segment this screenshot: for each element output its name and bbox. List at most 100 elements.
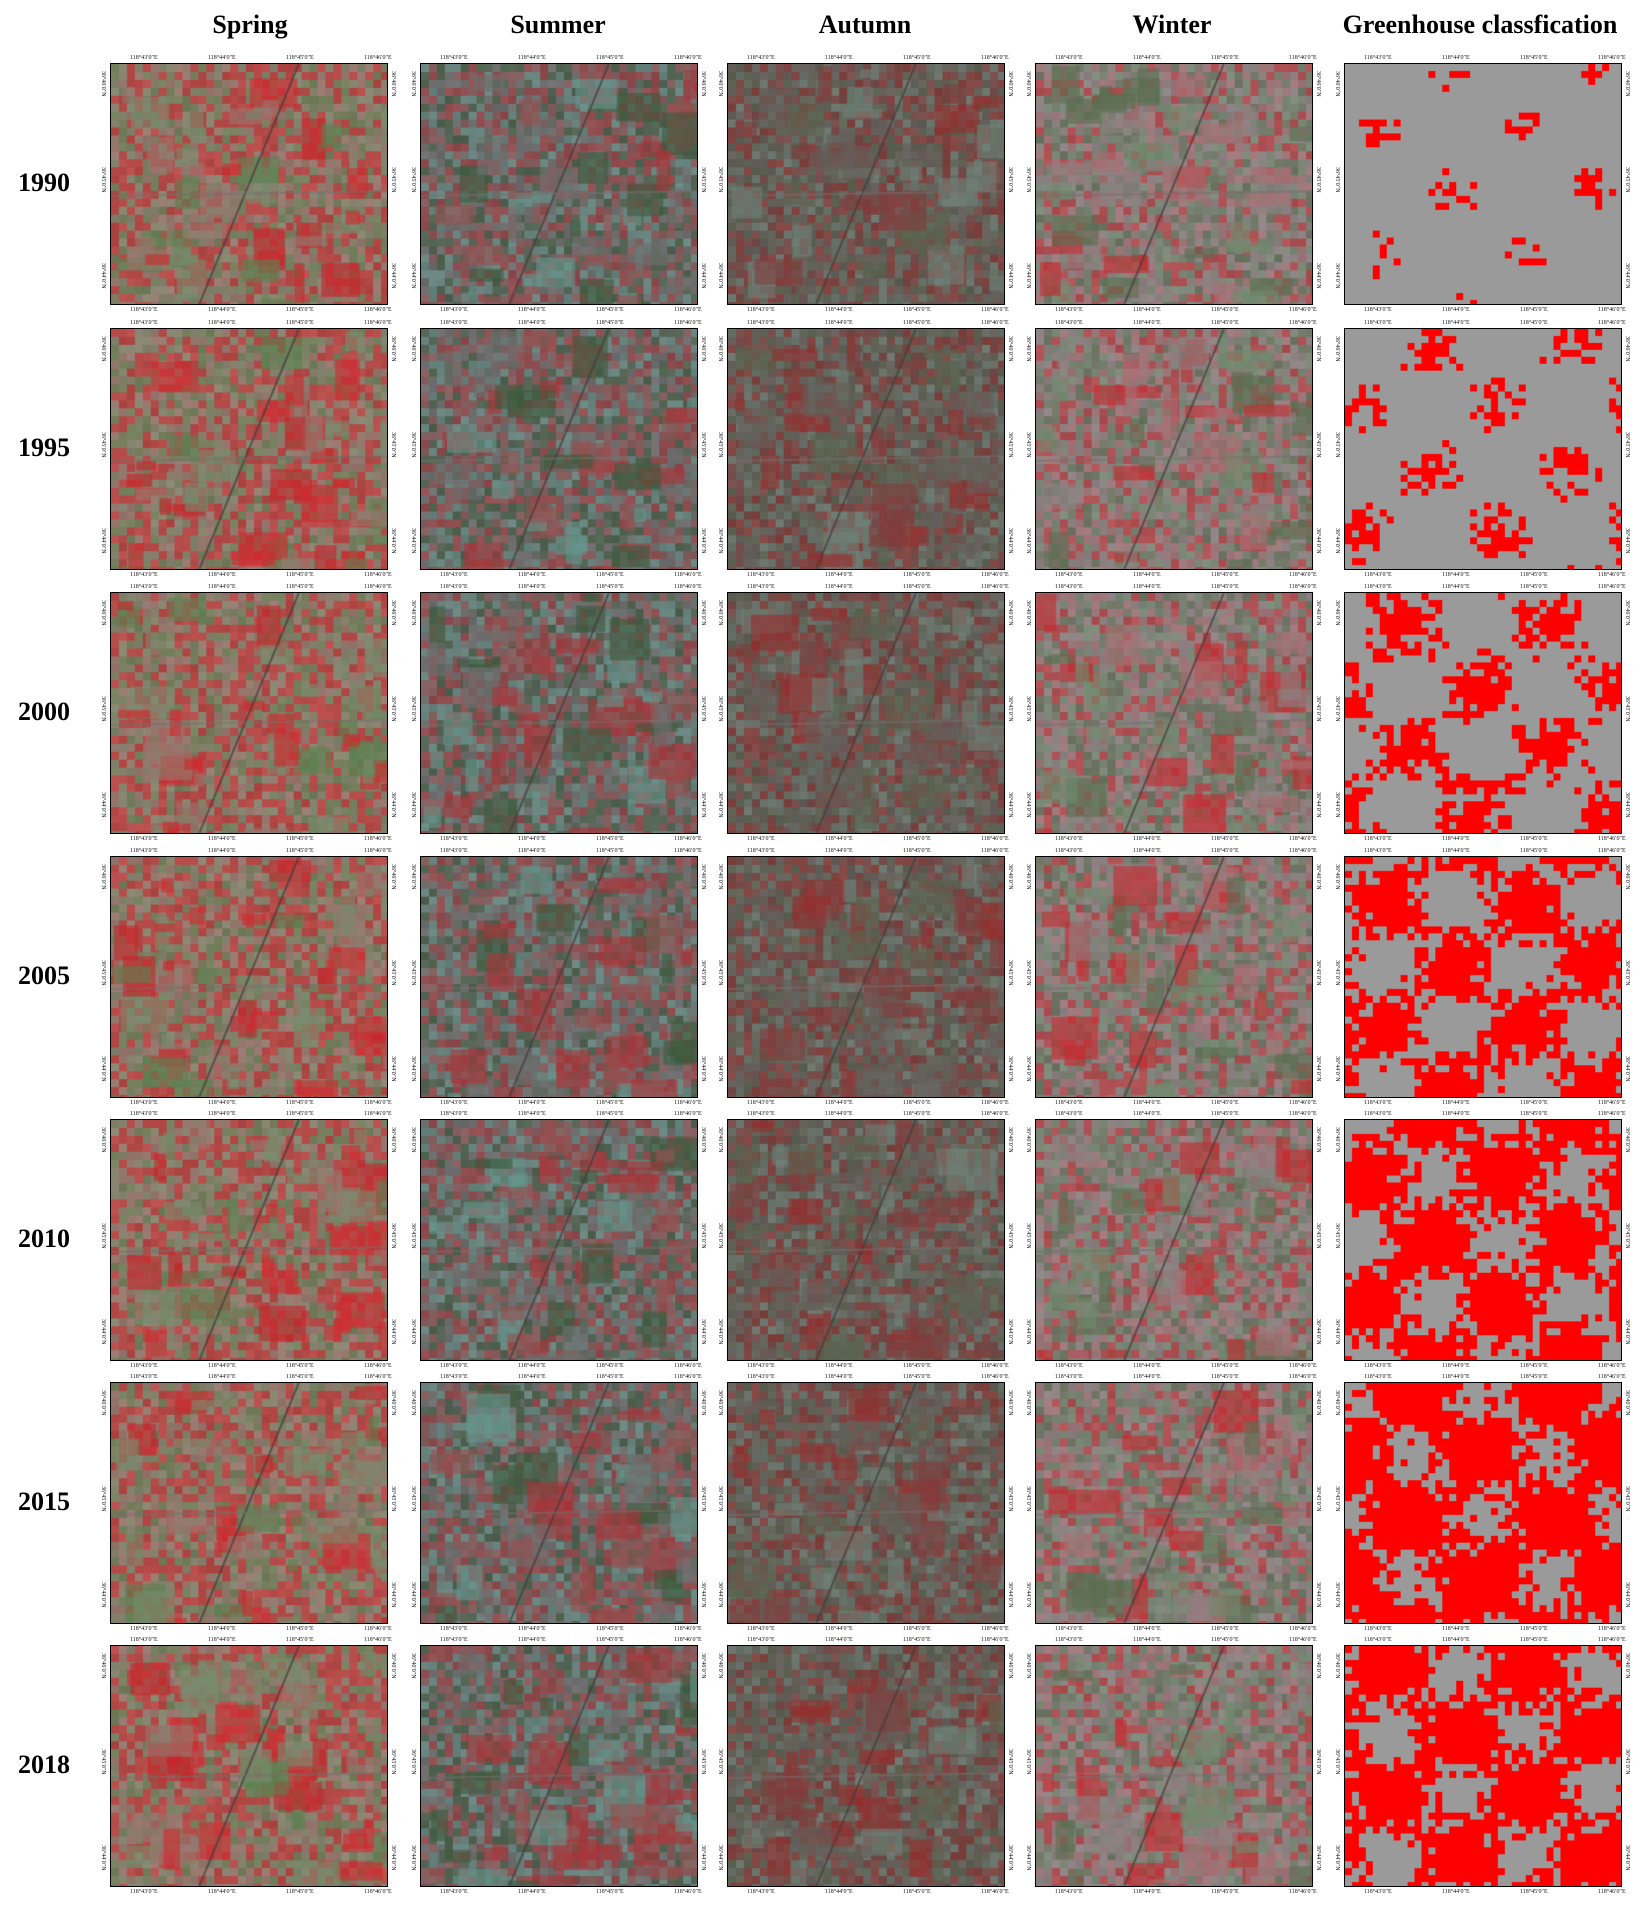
latitude-tick-label: 36°46′0″N — [410, 864, 416, 890]
latitude-tick-label: 36°45′0″N — [410, 432, 416, 458]
latitude-tick-label: 36°45′0″N — [1025, 167, 1031, 193]
longitude-tick-label: 118°46′0″E — [1289, 1374, 1317, 1380]
longitude-tick-label: 118°43′0″E — [1364, 1374, 1392, 1380]
latitude-tick-label: 36°45′0″N — [1025, 960, 1031, 986]
longitude-tick-label: 118°46′0″E — [1289, 572, 1317, 578]
latitude-tick-label: 36°45′0″N — [700, 696, 706, 722]
longitude-tick-label: 118°46′0″E — [981, 307, 1009, 313]
longitude-tick-label: 118°43′0″E — [747, 572, 775, 578]
latitude-tick-label: 36°46′0″N — [1025, 600, 1031, 626]
satellite-image-panel — [727, 1119, 1005, 1361]
latitude-tick-label: 36°46′0″N — [100, 864, 106, 890]
longitude-tick-label: 118°44′0″E — [518, 848, 546, 854]
latitude-tick-label: 36°46′0″N — [1025, 1653, 1031, 1679]
longitude-tick-label: 118°45′0″E — [903, 1111, 931, 1117]
longitude-tick-label: 118°45′0″E — [1520, 1889, 1548, 1895]
longitude-tick-label: 118°46′0″E — [1598, 584, 1626, 590]
latitude-tick-label: 36°45′0″N — [1025, 1486, 1031, 1512]
longitude-tick-label: 118°46′0″E — [674, 55, 702, 61]
longitude-tick-label: 118°46′0″E — [364, 572, 392, 578]
longitude-tick-label: 118°45′0″E — [903, 55, 931, 61]
longitude-tick-label: 118°44′0″E — [1133, 307, 1161, 313]
latitude-tick-label: 36°46′0″N — [100, 600, 106, 626]
latitude-tick-label: 36°44′0″N — [1334, 1056, 1340, 1082]
greenhouse-map-panel — [1344, 592, 1622, 834]
longitude-tick-label: 118°46′0″E — [1598, 1626, 1626, 1632]
latitude-tick-label: 36°45′0″N — [1624, 696, 1630, 722]
column-header-1: Summer — [510, 10, 606, 39]
latitude-tick-label: 36°45′0″N — [1007, 1486, 1013, 1512]
latitude-tick-label: 36°44′0″N — [1025, 1319, 1031, 1345]
greenhouse-map-panel — [1344, 1382, 1622, 1624]
longitude-tick-label: 118°44′0″E — [208, 584, 236, 590]
longitude-tick-label: 118°46′0″E — [1598, 307, 1626, 313]
column-header-3: Winter — [1132, 10, 1212, 39]
longitude-tick-label: 118°46′0″E — [981, 1626, 1009, 1632]
longitude-tick-label: 118°44′0″E — [825, 55, 853, 61]
longitude-tick-label: 118°44′0″E — [1133, 1374, 1161, 1380]
latitude-tick-label: 36°46′0″N — [410, 1127, 416, 1153]
longitude-tick-label: 118°43′0″E — [440, 1111, 468, 1117]
longitude-tick-label: 118°44′0″E — [825, 836, 853, 842]
longitude-tick-label: 118°45′0″E — [286, 1637, 314, 1643]
longitude-tick-label: 118°43′0″E — [1055, 584, 1083, 590]
satellite-image-panel — [1035, 1645, 1313, 1887]
latitude-tick-label: 36°45′0″N — [717, 696, 723, 722]
longitude-tick-label: 118°43′0″E — [1364, 1100, 1392, 1106]
column-header-2: Autumn — [818, 10, 912, 39]
latitude-tick-label: 36°46′0″N — [1315, 71, 1321, 97]
longitude-tick-label: 118°43′0″E — [1055, 836, 1083, 842]
longitude-tick-label: 118°46′0″E — [364, 320, 392, 326]
longitude-tick-label: 118°43′0″E — [1364, 1889, 1392, 1895]
longitude-tick-label: 118°45′0″E — [903, 1889, 931, 1895]
longitude-tick-label: 118°43′0″E — [1364, 307, 1392, 313]
longitude-tick-label: 118°45′0″E — [596, 1374, 624, 1380]
latitude-tick-label: 36°46′0″N — [100, 71, 106, 97]
latitude-tick-label: 36°46′0″N — [700, 1653, 706, 1679]
latitude-tick-label: 36°46′0″N — [1007, 71, 1013, 97]
longitude-tick-label: 118°43′0″E — [747, 1889, 775, 1895]
longitude-tick-label: 118°45′0″E — [286, 1626, 314, 1632]
longitude-tick-label: 118°44′0″E — [1133, 836, 1161, 842]
latitude-tick-label: 36°46′0″N — [1315, 600, 1321, 626]
longitude-tick-label: 118°43′0″E — [130, 320, 158, 326]
longitude-tick-label: 118°44′0″E — [518, 307, 546, 313]
latitude-tick-label: 36°46′0″N — [700, 1127, 706, 1153]
longitude-tick-label: 118°44′0″E — [208, 1374, 236, 1380]
latitude-tick-label: 36°44′0″N — [1624, 1845, 1630, 1871]
latitude-tick-label: 36°44′0″N — [1007, 1582, 1013, 1608]
longitude-tick-label: 118°46′0″E — [1289, 1111, 1317, 1117]
longitude-tick-label: 118°44′0″E — [518, 1889, 546, 1895]
latitude-tick-label: 36°45′0″N — [390, 960, 396, 986]
longitude-tick-label: 118°45′0″E — [286, 836, 314, 842]
longitude-tick-label: 118°44′0″E — [1442, 307, 1470, 313]
latitude-tick-label: 36°46′0″N — [410, 600, 416, 626]
latitude-tick-label: 36°44′0″N — [1025, 1056, 1031, 1082]
year-label-2015: 2015 — [18, 1487, 70, 1516]
latitude-tick-label: 36°46′0″N — [410, 1390, 416, 1416]
latitude-tick-label: 36°44′0″N — [1624, 263, 1630, 289]
longitude-tick-label: 118°44′0″E — [1442, 584, 1470, 590]
latitude-tick-label: 36°45′0″N — [1315, 960, 1321, 986]
latitude-tick-label: 36°45′0″N — [1334, 1486, 1340, 1512]
longitude-tick-label: 118°46′0″E — [674, 1374, 702, 1380]
longitude-tick-label: 118°46′0″E — [674, 1363, 702, 1369]
longitude-tick-label: 118°45′0″E — [1211, 836, 1239, 842]
longitude-tick-label: 118°44′0″E — [825, 1100, 853, 1106]
longitude-tick-label: 118°46′0″E — [1598, 1100, 1626, 1106]
longitude-tick-label: 118°45′0″E — [1211, 1111, 1239, 1117]
latitude-tick-label: 36°46′0″N — [1007, 864, 1013, 890]
longitude-tick-label: 118°45′0″E — [1520, 572, 1548, 578]
latitude-tick-label: 36°44′0″N — [390, 1319, 396, 1345]
latitude-tick-label: 36°45′0″N — [1315, 1486, 1321, 1512]
longitude-tick-label: 118°45′0″E — [596, 1889, 624, 1895]
latitude-tick-label: 36°45′0″N — [700, 960, 706, 986]
longitude-tick-label: 118°44′0″E — [1133, 572, 1161, 578]
longitude-tick-label: 118°46′0″E — [981, 572, 1009, 578]
longitude-tick-label: 118°45′0″E — [1211, 320, 1239, 326]
latitude-tick-label: 36°46′0″N — [1007, 1127, 1013, 1153]
longitude-tick-label: 118°43′0″E — [1055, 1363, 1083, 1369]
longitude-tick-label: 118°45′0″E — [286, 1374, 314, 1380]
satellite-image-panel — [1035, 1119, 1313, 1361]
year-label-2005: 2005 — [18, 961, 70, 990]
